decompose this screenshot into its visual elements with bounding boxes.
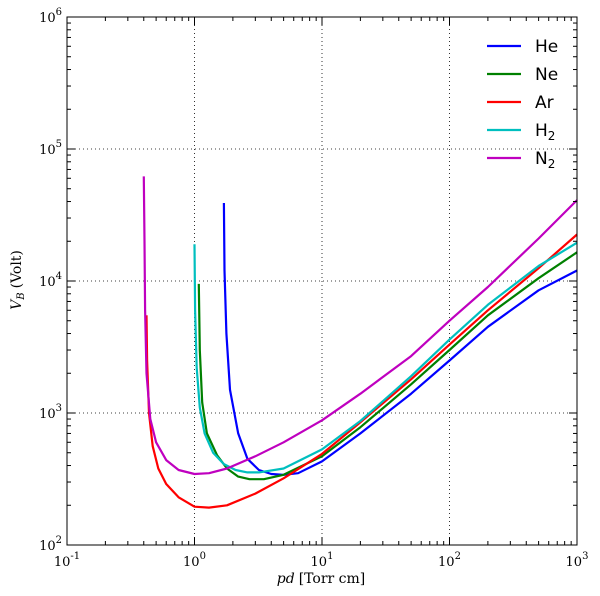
legend-label-ar: Ar (535, 93, 554, 113)
x-tick-label: 103 (566, 551, 589, 570)
legend-label-ne: Ne (535, 65, 558, 85)
grid-lines (67, 17, 577, 545)
x-tick-label: 100 (183, 551, 206, 570)
y-tick-label: 102 (39, 535, 62, 554)
y-axis-label: VB (Volt) (9, 250, 27, 310)
series-line-n2 (142, 176, 578, 476)
y-tick-label: 106 (39, 7, 62, 26)
x-axis-unit: [Torr cm] (299, 571, 366, 587)
x-axis-var: pd (277, 571, 295, 587)
y-axis-sub: B (16, 292, 27, 300)
series-line-ne (197, 251, 578, 481)
series-line-ar (145, 233, 578, 509)
legend-label-he: He (535, 37, 558, 57)
tick-labels: 10-1 100 101 102 103 102 103 104 105 106 (39, 7, 588, 570)
series-line-h2 (193, 241, 578, 474)
y-axis-unit: (Volt) (9, 250, 25, 288)
x-tick-label: 10-1 (54, 551, 80, 570)
y-axis-var: V (9, 298, 25, 310)
tick-marks (66, 16, 578, 546)
x-tick-label: 102 (438, 551, 461, 570)
legend-label-h2: H2 (535, 121, 555, 143)
series-lines (142, 176, 578, 509)
y-tick-label: 104 (39, 271, 62, 290)
y-tick-label: 105 (39, 139, 62, 158)
x-axis-label: pd [Torr cm] (277, 571, 366, 587)
x-tick-label: 101 (311, 551, 334, 570)
y-tick-label: 103 (39, 403, 62, 422)
legend-label-n2: N2 (535, 149, 555, 171)
legend: He Ne Ar H2 N2 (487, 37, 558, 171)
